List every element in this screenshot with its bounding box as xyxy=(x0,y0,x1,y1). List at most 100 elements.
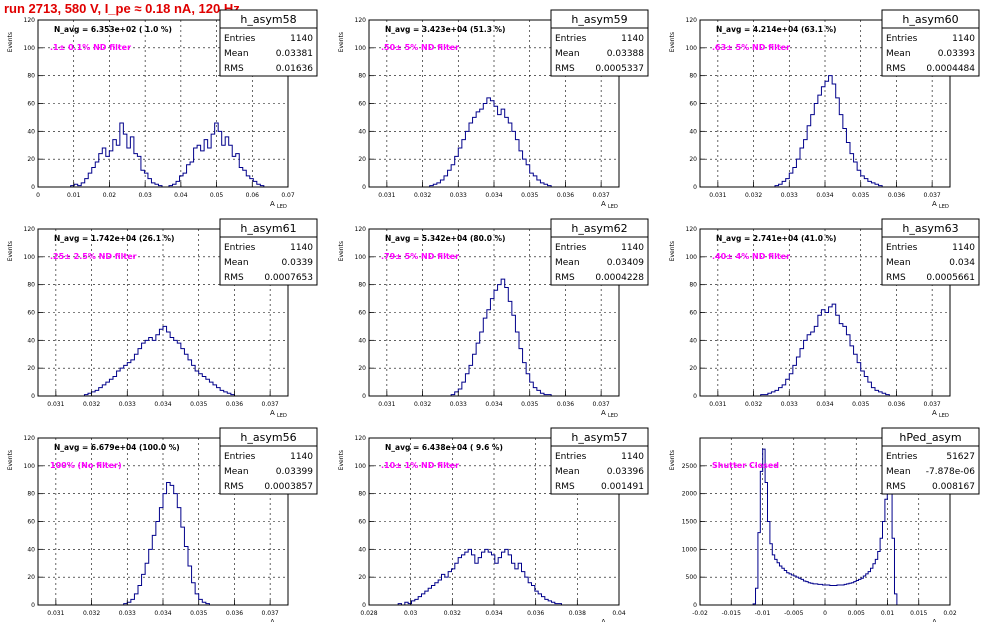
x-tick-label: 0.02 xyxy=(103,192,117,199)
y-axis-label: Events xyxy=(7,241,14,261)
histogram-h_asym63: 0.031 0.032 0.033 0.034 0.035 0.036 0.037 0 20 40… xyxy=(669,218,980,419)
histogram-outline xyxy=(123,482,210,605)
histogram-h_asym61: 0.031 0.032 0.033 0.034 0.035 0.036 0.037 0 20 40… xyxy=(7,218,318,419)
histogram-outline xyxy=(83,325,235,396)
navg-label: N_avg = 6.679e+04 (100.0 %) xyxy=(54,443,180,452)
y-tick-label: 120 xyxy=(686,17,698,24)
stats-box xyxy=(219,27,318,77)
stats-label-rms: RMS xyxy=(555,273,575,283)
y-tick-label: 1000 xyxy=(682,546,697,553)
filter-annotation: .63± 5% ND filter xyxy=(712,43,790,52)
x-axis-label-subscript: LED xyxy=(608,204,618,210)
x-tick-label: 0.036 xyxy=(226,401,243,408)
x-tick-label: 0.034 xyxy=(485,610,502,617)
stats-title: h_asym59 xyxy=(571,13,627,26)
x-tick-label: 0.032 xyxy=(745,401,762,408)
y-tick-label: 120 xyxy=(355,17,367,24)
y-tick-label: 80 xyxy=(689,282,697,289)
histogram-outline xyxy=(774,75,883,187)
x-tick-label: 0.037 xyxy=(262,401,279,408)
filter-annotation: Shutter Closed xyxy=(712,461,779,470)
stats-value-rms: 0.0003857 xyxy=(264,482,313,492)
x-tick-label: 0.038 xyxy=(569,610,586,617)
y-tick-label: 60 xyxy=(27,310,35,317)
y-tick-label: 60 xyxy=(358,519,366,526)
stats-value-mean: 0.03388 xyxy=(607,49,644,59)
stats-label-entries: Entries xyxy=(555,452,587,462)
stats-value-rms: 0.0005661 xyxy=(926,273,975,283)
y-axis-label: Events xyxy=(669,241,676,261)
y-axis-label: Events xyxy=(7,450,14,470)
stats-value-rms: 0.0007653 xyxy=(264,273,313,283)
x-tick-label: 0.033 xyxy=(781,401,798,408)
x-tick-label: 0.07 xyxy=(281,192,295,199)
x-tick-label: 0.06 xyxy=(246,192,260,199)
stats-value-entries: 1140 xyxy=(952,34,975,44)
navg-label: N_avg = 2.741e+04 (41.0 %) xyxy=(716,234,836,243)
x-tick-label: 0.035 xyxy=(521,192,538,199)
x-tick-label: 0.034 xyxy=(485,192,502,199)
stats-box xyxy=(219,445,318,495)
filter-annotation: .25± 2.5% ND filter xyxy=(50,252,137,261)
y-tick-label: 80 xyxy=(689,73,697,80)
stats-label-entries: Entries xyxy=(886,34,918,44)
y-tick-label: 20 xyxy=(27,365,35,372)
x-axis-label-subscript: LED xyxy=(277,204,287,210)
x-tick-label: 0.032 xyxy=(83,401,100,408)
x-tick-label: 0.036 xyxy=(527,610,544,617)
x-tick-label: 0.031 xyxy=(378,401,395,408)
stats-value-entries: 1140 xyxy=(290,452,313,462)
x-tick-label: 0.031 xyxy=(47,401,64,408)
stats-label-rms: RMS xyxy=(555,64,575,74)
x-tick-label: 0.033 xyxy=(781,192,798,199)
y-axis-label: Events xyxy=(669,450,676,470)
x-axis-label: A xyxy=(270,200,275,208)
x-tick-label: 0.032 xyxy=(83,610,100,617)
stats-box xyxy=(881,27,980,77)
x-tick-label: 0.036 xyxy=(557,192,574,199)
stats-label-rms: RMS xyxy=(224,273,244,283)
stats-label-rms: RMS xyxy=(886,482,906,492)
stats-title: hPed_asym xyxy=(899,431,961,444)
y-tick-label: 20 xyxy=(27,156,35,163)
stats-value-mean: 0.0339 xyxy=(282,258,314,268)
stats-label-entries: Entries xyxy=(224,34,256,44)
stats-title: h_asym62 xyxy=(571,222,627,235)
y-tick-label: 100 xyxy=(24,463,36,470)
x-tick-label: 0.035 xyxy=(852,192,869,199)
y-tick-label: 40 xyxy=(358,128,366,135)
y-tick-label: 20 xyxy=(358,574,366,581)
x-tick-label: 0.031 xyxy=(47,610,64,617)
y-tick-label: 40 xyxy=(27,128,35,135)
x-axis-label: A xyxy=(270,409,275,417)
filter-annotation: .40± 4% ND filter xyxy=(712,252,790,261)
y-tick-label: 1500 xyxy=(682,519,697,526)
stats-label-mean: Mean xyxy=(224,467,249,477)
stats-label-mean: Mean xyxy=(555,49,580,59)
x-axis-label: A xyxy=(932,618,937,622)
x-tick-label: 0.033 xyxy=(119,401,136,408)
stats-value-entries: 51627 xyxy=(946,452,975,462)
y-axis-label: Events xyxy=(338,241,345,261)
x-tick-label: 0.032 xyxy=(414,192,431,199)
stats-value-entries: 1140 xyxy=(290,243,313,253)
filter-annotation: .10± 1% ND filter xyxy=(381,461,459,470)
x-tick-label: -0.02 xyxy=(692,610,708,617)
stats-label-mean: Mean xyxy=(224,49,249,59)
stats-box xyxy=(550,445,649,495)
y-tick-label: 80 xyxy=(358,491,366,498)
x-tick-label: 0.033 xyxy=(450,401,467,408)
x-tick-label: 0.037 xyxy=(593,192,610,199)
y-tick-label: 0 xyxy=(31,393,35,400)
x-tick-label: 0.035 xyxy=(190,401,207,408)
x-tick-label: 0.034 xyxy=(485,401,502,408)
histogram-h_asym57: 0.028 0.03 0.032 0.034 0.036 0.038 0.04 0 20 40 60… xyxy=(338,427,649,622)
y-tick-label: 120 xyxy=(686,226,698,233)
y-tick-label: 120 xyxy=(355,226,367,233)
x-tick-label: 0.036 xyxy=(557,401,574,408)
x-tick-label: 0.036 xyxy=(888,401,905,408)
filter-annotation: 100% (No filter) xyxy=(50,461,122,470)
navg-label: N_avg = 4.214e+04 (63.1 %) xyxy=(716,25,836,34)
y-axis-label: Events xyxy=(338,32,345,52)
histogram-h_asym56: 0.031 0.032 0.033 0.034 0.035 0.036 0.037 0 20 40… xyxy=(7,427,318,622)
